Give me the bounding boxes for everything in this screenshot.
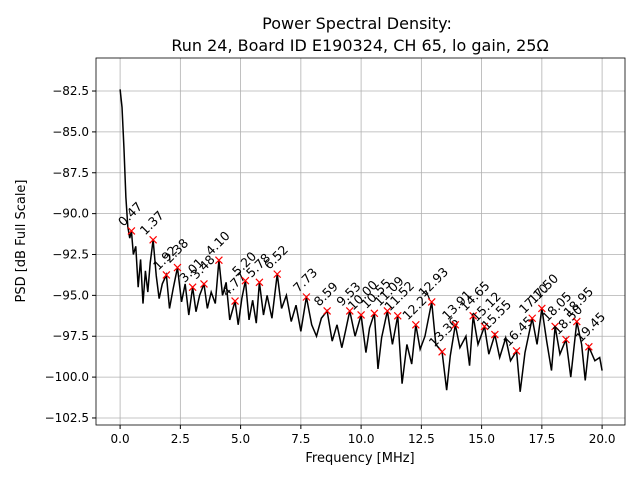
peak-marker <box>438 347 447 356</box>
peak-marker <box>480 322 489 331</box>
peak-label: 16.45 <box>500 313 536 349</box>
y-tick-label: −87.5 <box>52 166 89 180</box>
peak-marker <box>411 320 420 329</box>
x-tick-label: 2.5 <box>171 432 190 446</box>
y-tick-label: −90.0 <box>52 207 89 221</box>
y-tick-label: −102.5 <box>45 411 89 425</box>
peak-label: 12.93 <box>415 264 451 300</box>
x-tick-label: 0.0 <box>111 432 130 446</box>
peak-marker <box>528 314 537 323</box>
y-axis-label: PSD [dB Full Scale] <box>14 179 29 302</box>
peak-marker <box>357 311 366 319</box>
chart-title: Power Spectral Density: <box>262 14 452 33</box>
peak-marker <box>214 256 223 265</box>
peak-marker <box>490 330 499 339</box>
peak-marker <box>537 304 546 313</box>
x-tick-label: 15.0 <box>468 432 495 446</box>
peak-marker <box>451 320 460 329</box>
peak-marker <box>572 317 581 326</box>
peak-marker <box>512 347 521 355</box>
peak-marker <box>383 306 392 315</box>
x-tick-label: 10.0 <box>348 432 375 446</box>
peak-marker <box>162 271 171 279</box>
y-tick-label: −95.0 <box>52 288 89 302</box>
peak-marker <box>469 311 478 320</box>
peak-marker <box>273 270 282 279</box>
y-tick-label: −85.0 <box>52 125 89 139</box>
x-tick-label: 7.5 <box>291 432 310 446</box>
peak-label: 8.59 <box>311 279 341 309</box>
peak-marker <box>231 297 239 306</box>
peak-marker <box>200 279 208 288</box>
peak-marker <box>149 235 158 244</box>
x-axis-label: Frequency [MHz] <box>305 451 414 466</box>
peak-marker <box>255 278 264 287</box>
x-tick-label: 5.0 <box>231 432 250 446</box>
peak-marker <box>241 276 250 285</box>
peak-marker <box>188 283 197 292</box>
peak-marker <box>345 306 354 315</box>
y-tick-label: −100.0 <box>45 370 89 384</box>
y-tick-label: −92.5 <box>52 247 89 261</box>
chart-subtitle: Run 24, Board ID E190324, CH 65, lo gain… <box>171 36 548 55</box>
peak-marker <box>323 306 332 315</box>
peak-marker <box>370 309 379 318</box>
x-tick-label: 20.0 <box>589 432 616 446</box>
y-tick-label: −97.5 <box>52 329 89 343</box>
peak-label: 7.73 <box>290 265 320 295</box>
peak-marker <box>393 311 402 320</box>
x-tick-label: 12.5 <box>408 432 435 446</box>
peak-marker <box>584 342 593 351</box>
plot-frame <box>95 57 626 426</box>
peak-marker <box>562 335 570 344</box>
peak-marker <box>302 293 311 301</box>
y-tick-label: −82.5 <box>52 84 89 98</box>
peak-marker <box>427 297 436 306</box>
peak-marker <box>127 227 136 235</box>
peak-marker <box>551 322 560 331</box>
x-tick-label: 17.5 <box>528 432 555 446</box>
peak-marker <box>173 263 182 272</box>
